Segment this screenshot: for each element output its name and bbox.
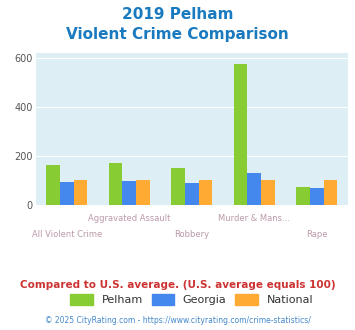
Bar [310, 188, 323, 205]
Text: 2019 Pelham: 2019 Pelham [122, 7, 233, 22]
Bar [136, 180, 150, 205]
Text: All Violent Crime: All Violent Crime [32, 230, 102, 239]
Legend: Pelham, Georgia, National: Pelham, Georgia, National [66, 289, 317, 310]
Text: Murder & Mans...: Murder & Mans... [218, 214, 290, 223]
Bar [109, 163, 122, 205]
Bar [73, 180, 87, 205]
Text: Aggravated Assault: Aggravated Assault [88, 214, 170, 223]
Text: © 2025 CityRating.com - https://www.cityrating.com/crime-statistics/: © 2025 CityRating.com - https://www.city… [45, 315, 310, 325]
Text: Rape: Rape [306, 230, 327, 239]
Bar [234, 64, 247, 205]
Bar [296, 187, 310, 205]
Bar [46, 165, 60, 205]
Bar [185, 182, 198, 205]
Bar [247, 173, 261, 205]
Text: Robbery: Robbery [174, 230, 209, 239]
Text: Compared to U.S. average. (U.S. average equals 100): Compared to U.S. average. (U.S. average … [20, 280, 335, 290]
Bar [171, 168, 185, 205]
Bar [198, 180, 212, 205]
Text: Violent Crime Comparison: Violent Crime Comparison [66, 27, 289, 42]
Bar [122, 182, 136, 205]
Bar [323, 180, 337, 205]
Bar [261, 180, 275, 205]
Bar [60, 182, 73, 205]
